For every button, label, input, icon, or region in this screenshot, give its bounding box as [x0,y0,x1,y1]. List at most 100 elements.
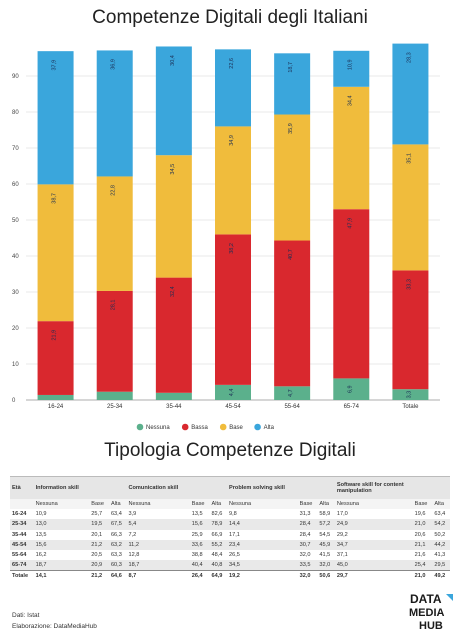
table-cell: 34,5 [227,560,298,571]
table-row: 25-34 13,0 19,5 67,5 5,4 15,6 78,9 14,4 28,4 57,2… [10,519,450,530]
table-cell: 82,6 [209,509,227,520]
legend-label: Base [229,425,243,431]
data-label: 33,3 [406,279,412,290]
data-label: 34,4 [347,95,353,106]
bar-segment-bassa [96,290,133,392]
table-cell: 11,2 [126,539,190,550]
bar-segment-base [37,184,74,322]
table-cell: 21,0 [412,519,433,530]
table-cell: 33,5 [297,560,318,571]
bar-segment-alta [96,50,133,177]
logo-line-1: DATA [410,592,442,606]
table-cell: 21,2 [89,539,109,550]
y-tick-label: 40 [12,254,19,260]
table-title: Tipologia Competenze Digitali [104,440,356,461]
table-cell: 57,2 [317,519,335,530]
source-note: Dati: Istat [12,612,40,619]
table-cell: 14,4 [227,519,298,530]
y-tick-label: 30 [12,290,19,296]
bar-segment-base [155,155,192,278]
table-cell: 18,7 [126,560,190,571]
table-cell: 16,2 [33,549,90,561]
table-cell: 15,6 [189,519,210,530]
column-subheader: Base [189,499,210,510]
data-label: 28,3 [406,52,412,63]
table-cell: 78,9 [209,519,227,530]
data-label: 30,4 [170,55,176,66]
table-cell: 5,4 [126,519,190,530]
bar-segment-nessuna [274,386,311,400]
table-cell: 19,5 [89,519,109,530]
table-cell: 32,0 [297,549,318,561]
legend-marker [254,423,261,431]
data-label: 35,1 [406,153,412,164]
column-subheader: Nessuna [33,499,90,510]
bar-segment-alta [274,53,311,115]
x-tick-label: 55-64 [284,404,300,410]
column-header: Età [10,476,34,499]
table-cell: 32,0 [297,570,318,582]
y-tick-label: 0 [12,398,16,404]
y-tick-label: 20 [12,326,19,332]
table-cell: 40,4 [189,560,210,571]
table-cell: 33,6 [189,539,210,550]
y-tick-label: 70 [12,146,19,152]
table-cell: 32,0 [317,560,335,571]
bar-segment-nessuna [155,392,192,400]
table-cell: 15,6 [33,539,90,550]
table-cell: 21,1 [412,539,433,550]
bar-segment-nessuna [215,384,251,400]
table-cell: 45,0 [334,560,413,571]
logo-line-2: MEDIA [409,607,445,619]
table-cell: 17,0 [334,509,413,520]
data-label: 40,7 [288,249,294,260]
y-tick-label: 60 [12,182,19,188]
data-label: 21,9 [52,330,58,341]
bar-segment-nessuna [392,389,429,400]
data-label: 34,9 [229,135,235,146]
table-cell: 21,6 [412,549,433,561]
bar-segment-bassa [392,270,429,390]
table-cell: 41,5 [317,549,335,561]
bar-segment-alta [333,50,370,87]
table-cell: 63,2 [108,539,127,550]
table-cell: 30,7 [297,539,318,550]
table-cell: 25,4 [412,560,433,571]
stacked-bar-chart: 0 10 20 30 40 50 60 70 80 90 21,9 38,7 37,9 16-24 28,1… [12,43,440,431]
column-header: Comunication skill [126,476,190,499]
table-cell: Totale [10,570,34,582]
table-row: 55-64 16,2 20,5 63,3 12,8 38,8 48,4 26,5 32,0 41,… [10,549,450,561]
table-cell: 55-64 [10,549,34,561]
table-row: 35-44 13,5 20,1 66,3 7,2 25,9 66,9 17,1 28,4 54,5… [10,529,450,540]
table-cell: 41,3 [432,549,450,561]
data-label: 6,9 [347,385,353,393]
table-cell: 19,6 [412,509,433,520]
table-row: 65-74 18,7 20,9 60,3 18,7 40,4 40,8 34,5 33,5 32,… [10,560,450,571]
table-cell: 60,3 [108,560,127,571]
table-cell: 45,9 [317,539,335,550]
x-tick-label: 16-24 [48,404,64,410]
x-tick-label: Totale [402,404,419,410]
data-label: 4,4 [229,389,235,397]
logo-line-3: HUB [419,620,443,631]
table-cell: 24,9 [334,519,413,530]
table-cell: 19,2 [227,570,298,582]
bar-segment-alta [215,49,251,127]
table-cell: 49,2 [432,570,450,582]
elaboration-note: Elaborazione: DataMediaHub [12,623,97,630]
table-cell: 37,1 [334,549,413,561]
table-cell: 9,8 [227,509,298,520]
data-label: 32,4 [170,286,176,297]
table-row: 45-54 15,6 21,2 63,2 11,2 33,6 55,2 23,4 30,7 45,… [10,539,450,550]
column-subheader: Alta [209,499,227,510]
column-header [209,476,227,499]
column-subheader: Base [412,499,433,510]
column-header [412,476,433,499]
table-cell: 20,6 [412,529,433,540]
data-label: 36,9 [111,59,117,70]
bar-segment-base [274,114,311,241]
bar-segment-alta [392,43,429,145]
table-cell: 64,9 [209,570,227,582]
table-cell: 63,4 [108,509,127,520]
column-header [297,476,318,499]
